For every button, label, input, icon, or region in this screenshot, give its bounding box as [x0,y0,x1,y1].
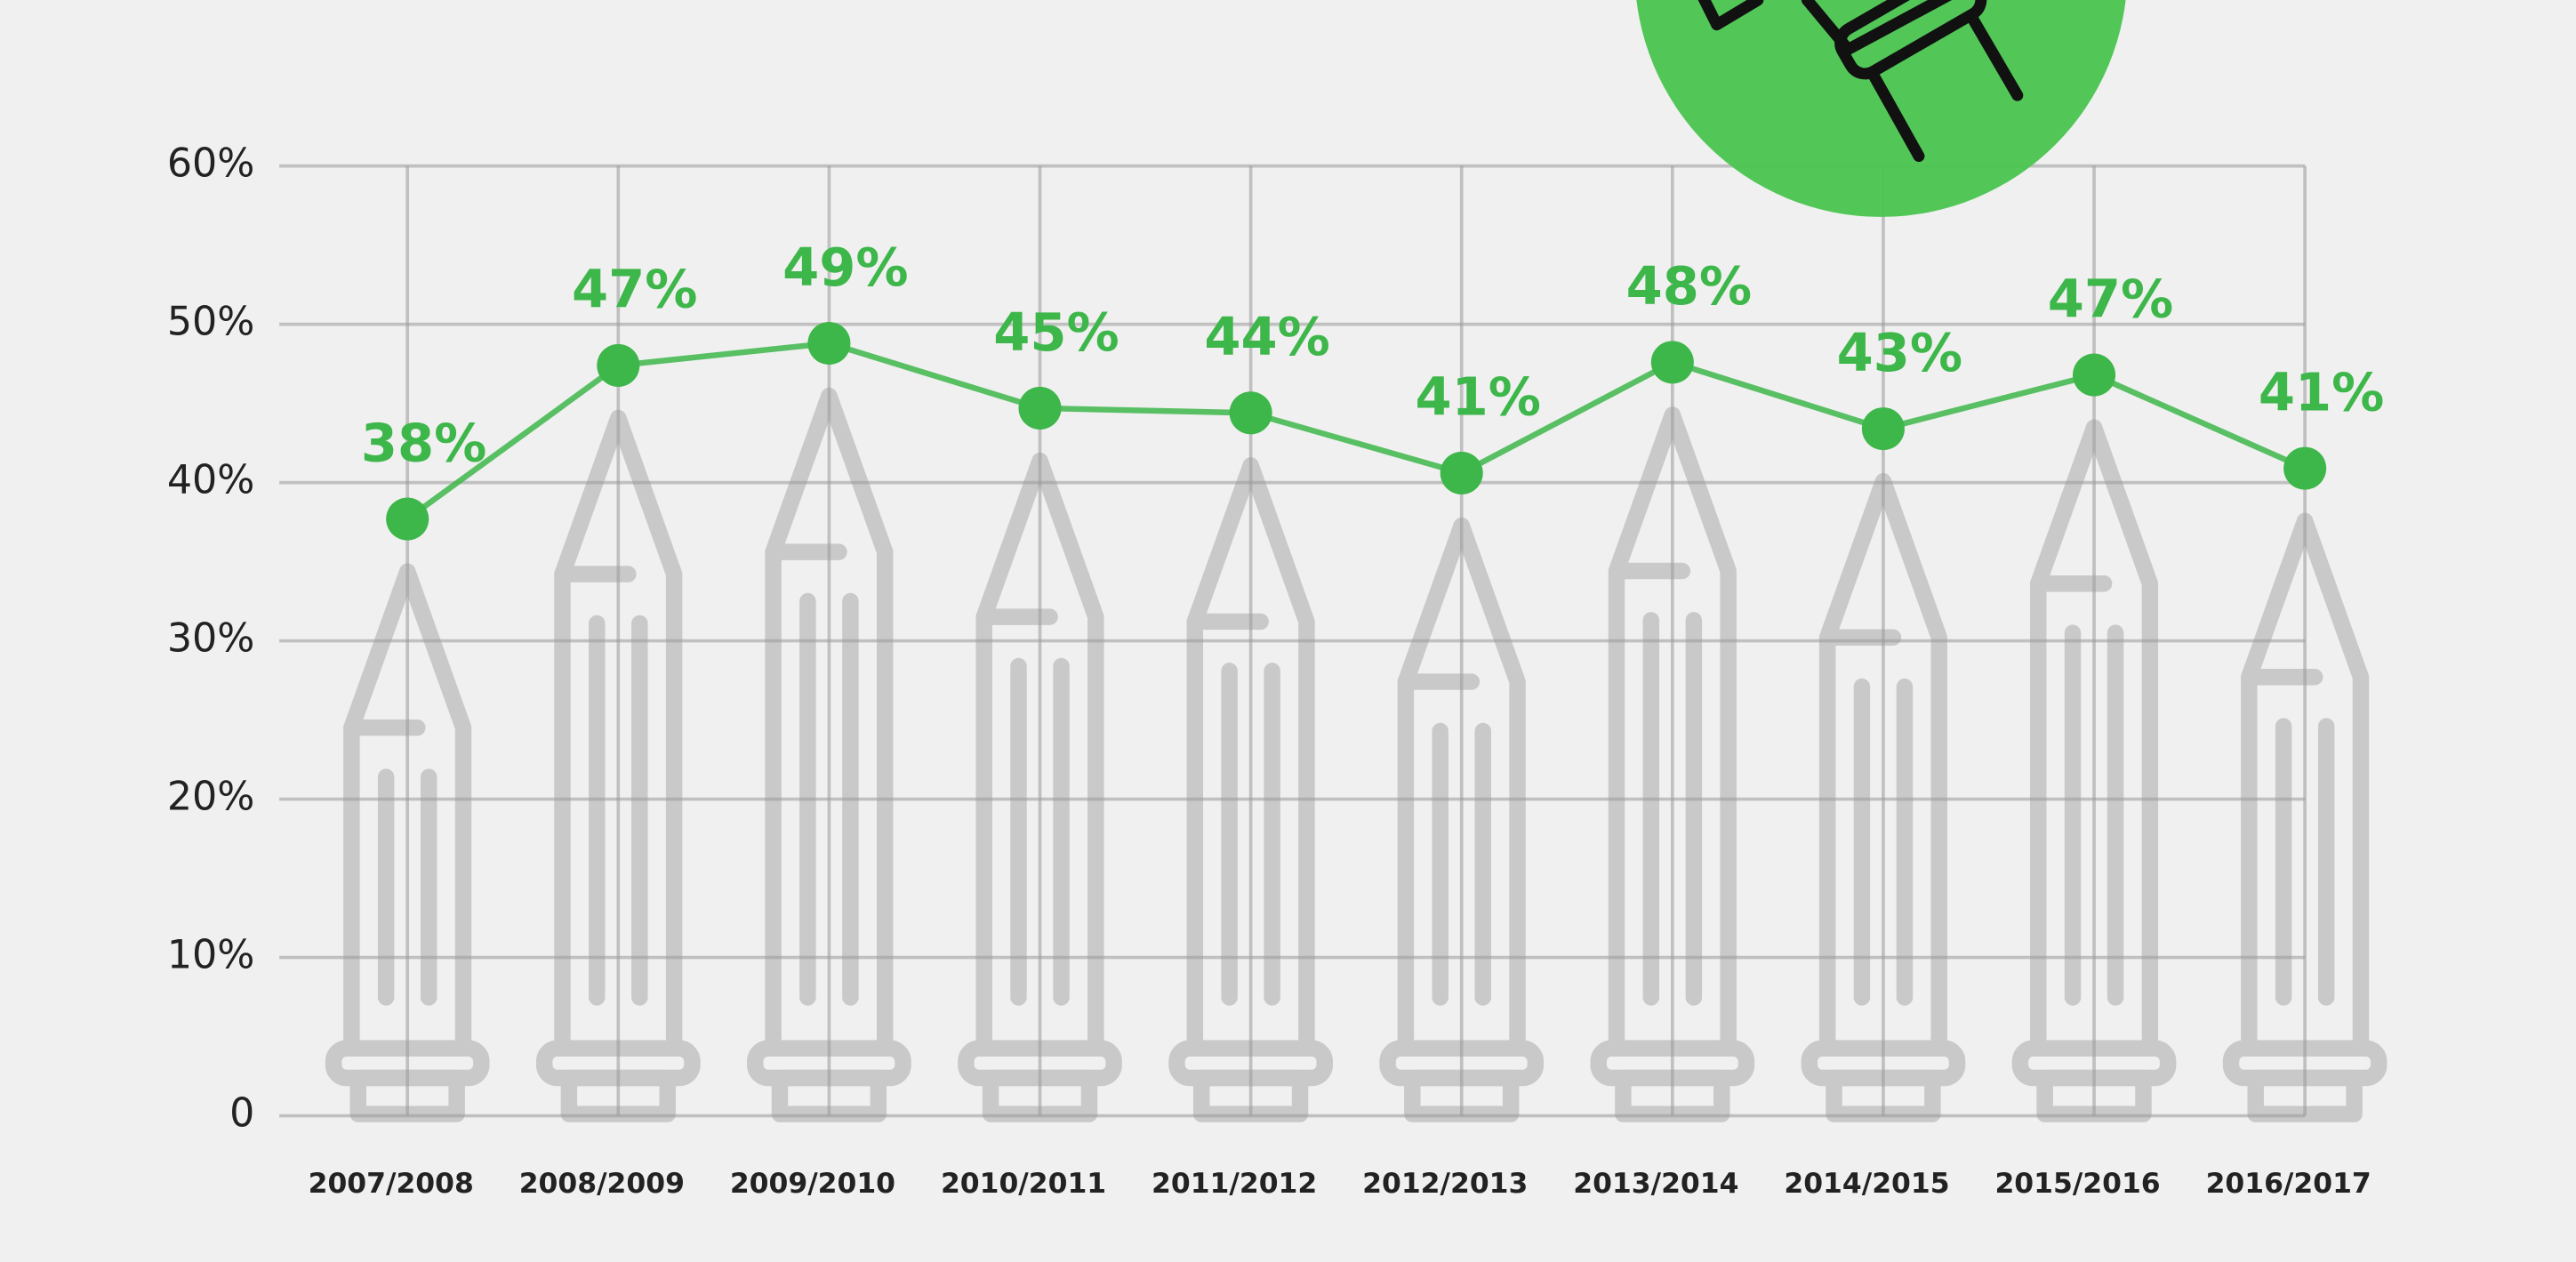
x-tick-label: 2014/2015 [1784,1168,1949,1200]
point [386,497,429,541]
x-tick-label: 2013/2014 [1573,1168,1738,1200]
point [1229,391,1272,435]
x-tick-label: 2007/2008 [309,1168,474,1200]
x-tick-label: 2012/2013 [1362,1168,1528,1200]
line [405,340,2307,522]
badge-icon [1697,0,2024,163]
data-label: 43% [1837,322,1962,383]
plot: 0 10% 20% 30% 40% 50% 60% 2007/2008 2008/2009 200… [167,141,2385,1200]
point [1440,451,1483,494]
y-tick-label: 20% [167,775,255,820]
data-label: 49% [782,237,908,298]
y-tick-label: 30% [167,616,255,662]
data-label: 48% [1626,255,1752,317]
data-label: 44% [1204,306,1329,367]
data-label: 45% [993,301,1119,363]
data-label: 41% [2259,361,2384,422]
point [2073,353,2116,397]
x-tick-label: 2016/2017 [2206,1168,2371,1200]
y-tick-label: 50% [167,300,255,345]
point [1861,407,1905,451]
badge-circle [1636,0,2126,217]
y-tick-label: 0 [229,1091,254,1137]
data-label: 41% [1415,366,1540,428]
point [1650,341,1694,384]
data-label: 38% [361,412,486,473]
x-tick-label: 2011/2012 [1152,1168,1317,1200]
point [2283,446,2327,490]
x-tick-label: 2010/2011 [941,1168,1106,1200]
y-tick-label: 10% [167,933,255,978]
data-label: 47% [572,259,697,320]
grid [279,164,2307,1118]
y-tick-label: 40% [167,458,255,503]
y-tick-label: 60% [167,141,255,187]
point [1018,386,1062,430]
badge [1636,0,2126,217]
data-label: 47% [2048,268,2173,329]
x-tick-label: 2015/2016 [1994,1168,2160,1200]
x-tick-label: 2008/2009 [519,1168,685,1200]
x-tick-label: 2009/2010 [730,1168,895,1200]
point [807,321,851,365]
point [597,343,640,387]
